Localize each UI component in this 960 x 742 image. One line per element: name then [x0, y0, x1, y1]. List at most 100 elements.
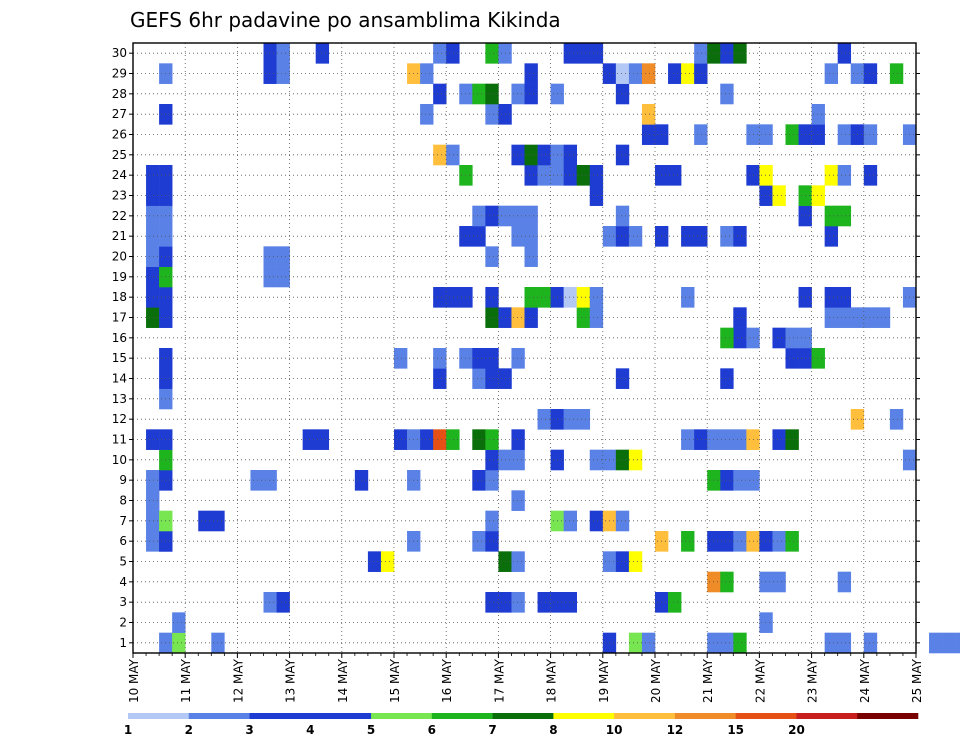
heatmap-cell	[863, 632, 878, 654]
heatmap-cell	[615, 368, 630, 389]
heatmap-cell	[433, 429, 447, 450]
colorbar-segment	[128, 713, 190, 719]
y-tick-label: 15	[112, 351, 127, 365]
heatmap-cell	[485, 83, 499, 105]
heatmap-cell	[837, 307, 852, 328]
heatmap-cell	[628, 226, 643, 247]
x-tick-label: 18 MAY	[545, 658, 559, 703]
heatmap-cell	[198, 510, 212, 532]
heatmap-cell	[759, 124, 773, 145]
heatmap-cell	[563, 510, 577, 532]
y-tick-label: 23	[112, 189, 127, 203]
cells-layer	[146, 43, 960, 654]
y-tick-label: 3	[119, 595, 127, 609]
x-tick-label: 14 MAY	[336, 658, 350, 703]
heatmap-cell	[837, 632, 852, 654]
heatmap-cell	[537, 409, 551, 430]
y-tick-label: 1	[119, 636, 127, 650]
heatmap-cell	[563, 144, 577, 166]
heatmap-cell	[380, 551, 395, 572]
heatmap-cell	[315, 43, 330, 64]
heatmap-cell	[641, 104, 656, 125]
heatmap-cell	[146, 510, 160, 532]
colorbar-label: 6	[428, 723, 436, 737]
heatmap-cell	[733, 327, 747, 349]
y-tick-label: 19	[112, 270, 127, 284]
colorbar-label: 4	[306, 723, 314, 737]
heatmap-cell	[420, 104, 434, 125]
x-tick-label: 23 MAY	[806, 658, 820, 703]
heatmap-cell	[628, 551, 643, 572]
heatmap-cell	[837, 287, 852, 308]
heatmap-cell	[785, 124, 799, 145]
heatmap-cell	[511, 144, 525, 166]
heatmap-cell	[615, 205, 630, 227]
heatmap-cell	[589, 165, 604, 186]
y-tick-label: 10	[112, 453, 127, 467]
y-tick-label: 11	[112, 433, 127, 447]
heatmap-cell	[733, 226, 747, 247]
heatmap-cell	[524, 307, 538, 328]
heatmap-cell	[837, 43, 852, 64]
heatmap-cell	[263, 470, 277, 491]
heatmap-cell	[889, 63, 904, 84]
heatmap-cell	[511, 429, 525, 450]
heatmap-cell	[472, 368, 486, 389]
heatmap-cell	[146, 266, 160, 288]
heatmap-cell	[759, 165, 773, 186]
heatmap-cell	[681, 63, 695, 84]
heatmap-cell	[485, 531, 499, 552]
heatmap-cell	[615, 83, 630, 105]
heatmap-cell	[433, 144, 447, 166]
heatmap-cell	[837, 165, 852, 186]
heatmap-cell	[641, 63, 656, 84]
heatmap-cell	[511, 592, 525, 613]
heatmap-cell	[589, 287, 604, 308]
heatmap-cell	[511, 307, 525, 328]
colorbar-segment	[371, 713, 433, 719]
y-tick-label: 25	[112, 148, 127, 162]
heatmap-cell	[524, 144, 538, 166]
heatmap-cell	[537, 165, 551, 186]
colorbar-segment	[249, 713, 311, 719]
heatmap-cell	[759, 571, 773, 593]
x-tick-label: 10 MAY	[127, 658, 141, 703]
heatmap-cell	[837, 205, 852, 227]
heatmap-cell	[511, 83, 525, 105]
heatmap-cell	[472, 531, 486, 552]
heatmap-cell	[524, 63, 538, 84]
heatmap-cell	[772, 531, 786, 552]
heatmap-cell	[589, 449, 604, 471]
y-tick-label: 6	[119, 534, 127, 548]
heatmap-cell	[563, 43, 577, 64]
heatmap-cell	[394, 429, 408, 450]
colorbar-segment	[492, 713, 554, 719]
heatmap-cell	[563, 165, 577, 186]
heatmap-cell	[929, 632, 943, 654]
heatmap-cell	[446, 144, 460, 166]
colorbar: 1 2 3 4 5 6 7 8 10 12 15 20	[124, 713, 919, 737]
y-tick-label: 4	[119, 575, 127, 589]
heatmap-cell	[863, 307, 878, 328]
heatmap-cell	[615, 226, 630, 247]
heatmap-cell	[563, 592, 577, 613]
y-tick-label: 29	[112, 67, 127, 81]
colorbar-segment	[614, 713, 676, 719]
x-tick-label: 21 MAY	[701, 658, 715, 703]
y-tick-label: 16	[112, 331, 127, 345]
heatmap-cell	[263, 43, 277, 64]
y-tick-label: 17	[112, 311, 127, 325]
heatmap-cell	[263, 266, 277, 288]
x-tick-label: 16 MAY	[440, 658, 454, 703]
heatmap-cell	[615, 551, 630, 572]
heatmap-cell	[628, 632, 643, 654]
heatmap-cell	[485, 510, 499, 532]
heatmap-cell	[720, 470, 734, 491]
heatmap-cell	[537, 287, 551, 308]
heatmap-cell	[446, 287, 460, 308]
y-tick-label: 13	[112, 392, 127, 406]
heatmap-cell	[576, 287, 591, 308]
heatmap-cell	[733, 43, 747, 64]
y-axis: 1234567891011121314151617181920212223242…	[112, 46, 920, 650]
heatmap-cell	[276, 43, 290, 64]
